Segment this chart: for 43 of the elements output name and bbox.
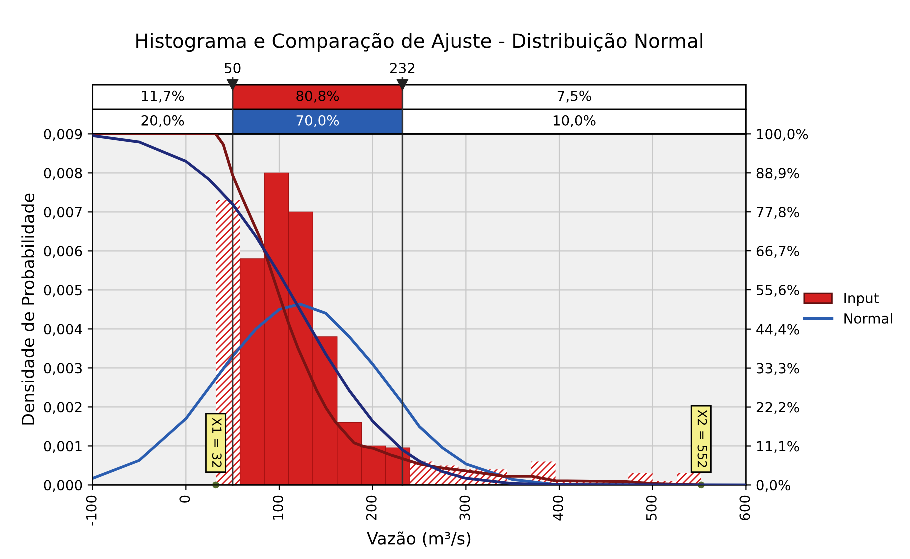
x-axis-title: Vazão (m³/s) <box>367 532 471 547</box>
text: 11,7% <box>142 90 184 103</box>
x-tick-label: 400 <box>553 496 564 521</box>
y2-tick-label: 77,8% <box>757 207 800 219</box>
y2-tick-label: 22,2% <box>756 402 800 414</box>
y-tick-label: 0,007 <box>44 207 82 220</box>
text: 10,0% <box>554 115 596 128</box>
y2-tick-label: 44,4% <box>756 324 800 336</box>
x-tick-label: 0 <box>180 496 190 503</box>
ref-line-label: 50 <box>225 63 241 74</box>
y-tick-label: 0,004 <box>44 324 82 336</box>
x-tick-label: 200 <box>366 496 377 520</box>
ref-line-label: 232 <box>390 63 415 74</box>
y-tick-label: 0,006 <box>44 246 82 258</box>
y-tick-label: 0,005 <box>44 285 82 298</box>
y-tick-label: 0,000 <box>44 480 82 492</box>
y2-tick-label: 55,6% <box>756 284 800 297</box>
annotation: X2 = 552 <box>698 410 708 468</box>
y-tick-label: 0,001 <box>44 441 82 454</box>
annotation: X1 = 32 <box>212 418 222 468</box>
x-tick-label: -100 <box>86 496 97 526</box>
legend-label: Input <box>844 293 879 306</box>
y2-tick-label: 88,9% <box>756 168 800 180</box>
x-tick-label: 100 <box>273 496 284 520</box>
text: 7,5% <box>558 90 592 103</box>
legend-label: Normal <box>844 313 892 324</box>
x-tick-label: 300 <box>460 496 470 520</box>
text: 20,0% <box>142 115 184 128</box>
y2-tick-label: 100,0% <box>757 129 808 142</box>
y2-tick-label: 33,3% <box>756 363 800 376</box>
y2-tick-label: 11,1% <box>757 441 800 454</box>
y-axis-title: Densidade de Probabilidade <box>22 194 35 425</box>
x-tick-label: 600 <box>740 496 750 520</box>
chart-title: Histograma e Comparação de Ajuste - Distribuição Normal <box>136 32 702 52</box>
x-tick-label: 500 <box>646 496 657 520</box>
text: 80,8% <box>296 90 340 103</box>
y-tick-label: 0,002 <box>44 402 82 414</box>
y-tick-label: 0,008 <box>44 168 82 180</box>
y-tick-label: 0,003 <box>44 363 82 376</box>
y2-tick-label: 0,0% <box>756 480 790 492</box>
text: 70,0% <box>296 115 340 128</box>
y2-tick-label: 66,7% <box>756 246 800 258</box>
y-tick-label: 0,009 <box>44 129 82 142</box>
